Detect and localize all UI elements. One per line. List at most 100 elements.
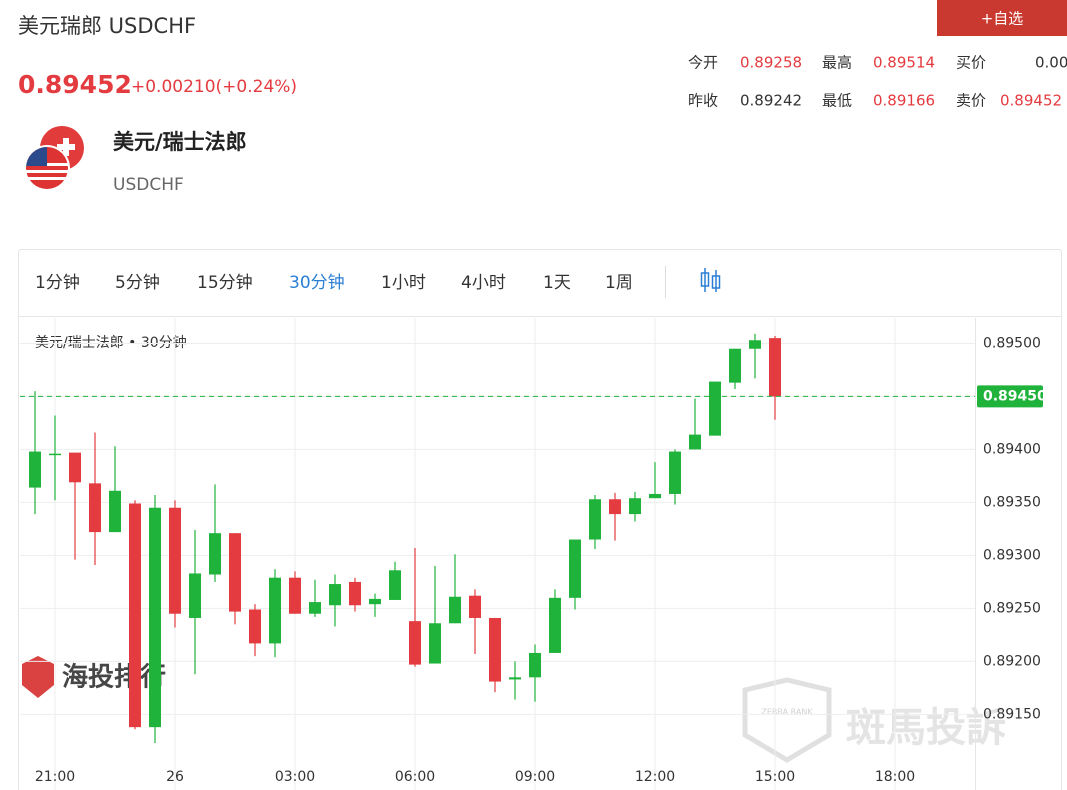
tab[interactable]: 5分钟 — [115, 273, 160, 293]
instrument-name: 美元/瑞士法郎 — [113, 130, 247, 154]
tab[interactable]: 1小时 — [381, 273, 426, 293]
watermark-text: 斑馬投訴 — [846, 705, 1006, 751]
x-tick-label: 12:00 — [635, 769, 675, 785]
stat-value: 0.89452 — [1000, 92, 1062, 110]
watermark-text: ZEBRA RANK — [761, 708, 813, 717]
candle-body — [769, 338, 781, 397]
candle-body — [329, 584, 341, 606]
stat-value: 0.89514 — [873, 54, 935, 72]
y-tick-label: 0.89350 — [983, 494, 1041, 510]
candle-body — [429, 623, 441, 664]
zebra-shield — [742, 677, 832, 763]
price: 0.89452 — [18, 70, 132, 99]
watermark: 海投排行 ZEBRA RANK 斑馬投訴 — [22, 656, 1006, 763]
candle-body — [689, 434, 701, 450]
y-tick-label: 0.89300 — [983, 547, 1041, 563]
candle-body — [489, 617, 501, 682]
tab[interactable]: 4小时 — [461, 273, 506, 293]
candle-body — [149, 507, 161, 728]
stat-value: 0.89242 — [740, 92, 802, 110]
stat-value: 0.89258 — [740, 54, 802, 72]
price-tag-label: 0.89450 — [983, 388, 1047, 404]
candle-body — [729, 348, 741, 383]
candle-icon[interactable] — [700, 268, 721, 292]
x-tick-label: 09:00 — [515, 769, 555, 785]
candle-body — [649, 493, 661, 499]
stat-label: 昨收 — [688, 92, 718, 110]
candle-body — [89, 483, 101, 533]
candle-body — [249, 609, 261, 644]
y-tick-label: 0.89500 — [983, 335, 1041, 351]
chart-panel — [18, 249, 1062, 790]
instrument-code: USDCHF — [113, 175, 184, 195]
candle-body — [589, 499, 601, 540]
candle-body — [189, 573, 201, 618]
plot: 0.89150 0.89200 0.89250 0.89300 0.89350 0.894… — [20, 318, 1047, 790]
candle-body — [709, 381, 721, 436]
logo-shield — [22, 656, 54, 698]
x-tick-label: 26 — [166, 769, 184, 785]
candle-body — [129, 503, 141, 728]
y-tick-label: 0.89200 — [983, 653, 1041, 669]
tab[interactable]: 1分钟 — [35, 273, 80, 293]
candle-body — [49, 453, 61, 456]
candle-body — [269, 577, 281, 644]
price-tag — [977, 385, 1043, 408]
candle-body — [749, 340, 761, 349]
tab[interactable]: 1天 — [543, 273, 571, 293]
candle-body — [469, 595, 481, 618]
stat-value: 0.89166 — [873, 92, 935, 110]
candle-body — [289, 577, 301, 614]
stat-label: 卖价 — [956, 92, 986, 110]
stat-label: 今开 — [688, 54, 718, 72]
stripe — [26, 177, 68, 180]
candle-body — [669, 451, 681, 494]
stat-value: 0.00 — [1035, 54, 1067, 72]
add-button-label[interactable]: +自选 — [981, 10, 1024, 28]
header: 美元瑞郎 USDCHF 0.89452 +0.00210(+0.24%) +自选… — [18, 0, 1067, 110]
y-tick-label: 0.89400 — [983, 441, 1041, 457]
x-tick-label: 15:00 — [755, 769, 795, 785]
candle-body — [69, 452, 81, 483]
candle-body — [509, 677, 521, 680]
stat-label: 最高 — [822, 54, 852, 72]
title: 美元瑞郎 USDCHF — [18, 14, 196, 38]
candle-body — [369, 598, 381, 605]
add-button[interactable] — [937, 0, 1067, 36]
x-tick-label: 18:00 — [875, 769, 915, 785]
candle-body — [449, 596, 461, 624]
candle-body — [569, 539, 581, 598]
tab[interactable]: 15分钟 — [197, 273, 253, 293]
x-tick-label: 06:00 — [395, 769, 435, 785]
candle-body — [529, 652, 541, 678]
flag-icon — [24, 126, 84, 191]
candle-body — [109, 490, 121, 533]
cross — [57, 144, 75, 150]
y-tick-label: 0.89250 — [983, 600, 1041, 616]
stat-label: 买价 — [956, 54, 986, 72]
x-tick-label: 21:00 — [35, 769, 75, 785]
candle-body — [229, 533, 241, 612]
y-tick-label: 0.89150 — [983, 706, 1041, 722]
canton — [26, 147, 47, 168]
stripe — [26, 170, 68, 173]
candle-body — [29, 451, 41, 488]
candle-body — [409, 621, 421, 665]
change: +0.00210(+0.24%) — [131, 77, 297, 97]
x-tick-label: 03:00 — [275, 769, 315, 785]
candle-body — [349, 581, 361, 606]
tabs: 1分钟 5分钟 15分钟 30分钟 1小时 4小时 1天 1周 — [35, 273, 633, 293]
candle-body — [209, 533, 221, 575]
candle-body — [629, 498, 641, 515]
candle-body — [389, 570, 401, 600]
chart-title: 美元/瑞士法郎 • 30分钟 — [35, 334, 187, 351]
watermark-text: 海投排行 — [62, 662, 166, 693]
candle-body — [169, 507, 181, 614]
candle-body — [609, 499, 621, 515]
stat-label: 最低 — [822, 92, 852, 110]
tab[interactable]: 30分钟 — [289, 273, 345, 293]
tab[interactable]: 1周 — [605, 273, 633, 293]
candle-body — [549, 597, 561, 653]
